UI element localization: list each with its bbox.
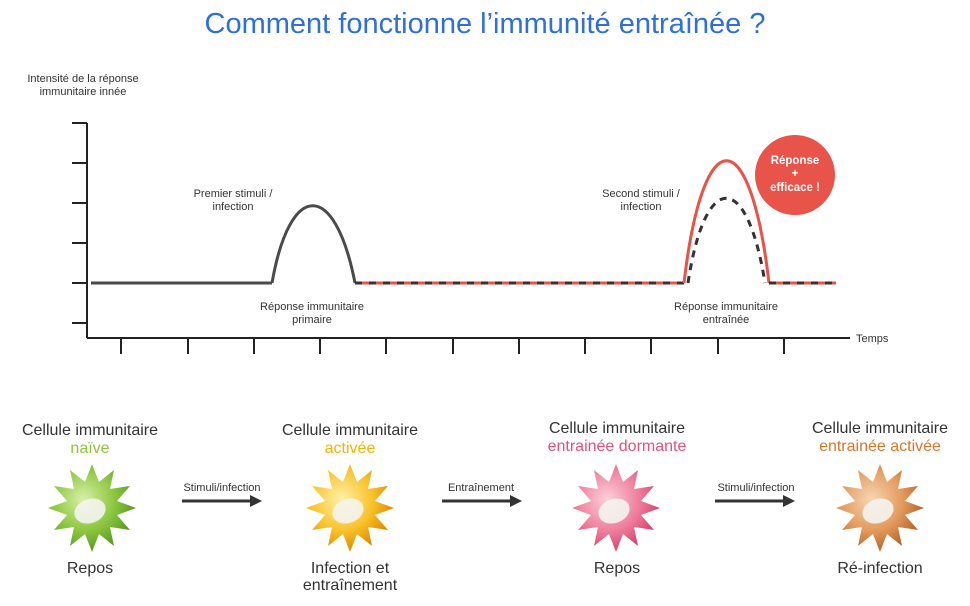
state-reactivated: Ré-infection bbox=[780, 560, 970, 577]
stage-subtitle: naïve bbox=[70, 440, 110, 457]
activated-cell-icon bbox=[306, 464, 394, 552]
stage-subtitle: activée bbox=[324, 440, 376, 457]
stage-title: Cellule immunitaire bbox=[281, 422, 419, 439]
state-label: Infection et entraînement bbox=[302, 560, 398, 594]
stage-title: Cellule immunitaire bbox=[548, 420, 686, 437]
stage-title: Cellule immunitaire bbox=[21, 422, 159, 439]
stage-subtitle: entrainée activée bbox=[819, 438, 941, 455]
dormant-cell-icon bbox=[572, 464, 660, 552]
state-label: Repos bbox=[66, 560, 114, 577]
stage-trained-dormant: Cellule immunitaire entrainée dormante bbox=[517, 420, 717, 456]
stage-naive: Cellule immunitaire naïve bbox=[0, 422, 190, 458]
first-stimulus-label: Premier stimuli / infection bbox=[193, 188, 273, 213]
state-activated: Infection et entraînement bbox=[250, 560, 450, 594]
badge-line-1: Réponse bbox=[770, 154, 820, 167]
x-axis-label: Temps bbox=[856, 333, 889, 345]
effective-response-badge: Réponse + efficace ! bbox=[755, 135, 835, 215]
stage-subtitle: entrainée dormante bbox=[547, 438, 687, 455]
naive-cell-icon bbox=[48, 464, 136, 552]
second-response-label: Réponse immunitaire entraînée bbox=[674, 301, 778, 326]
transition-label-1: Stimuli/infection bbox=[183, 482, 261, 494]
badge-line-3: efficace ! bbox=[770, 181, 820, 194]
state-label: Repos bbox=[593, 560, 641, 577]
trained-response-curve bbox=[682, 159, 771, 284]
state-naive: Repos bbox=[0, 560, 190, 577]
reactivated-cell-icon bbox=[836, 464, 924, 552]
transition-label-3: Stimuli/infection bbox=[717, 482, 795, 494]
arrow-right-icon bbox=[715, 495, 795, 507]
second-stimulus-label: Second stimuli / infection bbox=[602, 188, 680, 213]
state-label: Ré-infection bbox=[837, 560, 923, 577]
state-dormant: Repos bbox=[517, 560, 717, 577]
transition-label-2: Entraînement bbox=[447, 482, 515, 494]
arrow-right-icon bbox=[442, 495, 522, 507]
first-response-label: Réponse immunitaire primaire bbox=[260, 301, 364, 326]
page-title: Comment fonctionne l’immunité entraînée … bbox=[204, 8, 766, 40]
badge-line-2: + bbox=[791, 168, 799, 181]
untrained-response-curve bbox=[686, 197, 767, 284]
response-chart: Temps bbox=[72, 122, 889, 354]
stage-trained-activated: Cellule immunitaire entrainée activée bbox=[780, 420, 970, 456]
arrow-right-icon bbox=[182, 495, 262, 507]
primary-response-curve bbox=[270, 204, 357, 284]
y-axis-label: Intensité de la réponse immunitaire inné… bbox=[27, 73, 139, 98]
stage-title: Cellule immunitaire bbox=[811, 420, 949, 437]
stage-activated: Cellule immunitaire activée bbox=[250, 422, 450, 458]
